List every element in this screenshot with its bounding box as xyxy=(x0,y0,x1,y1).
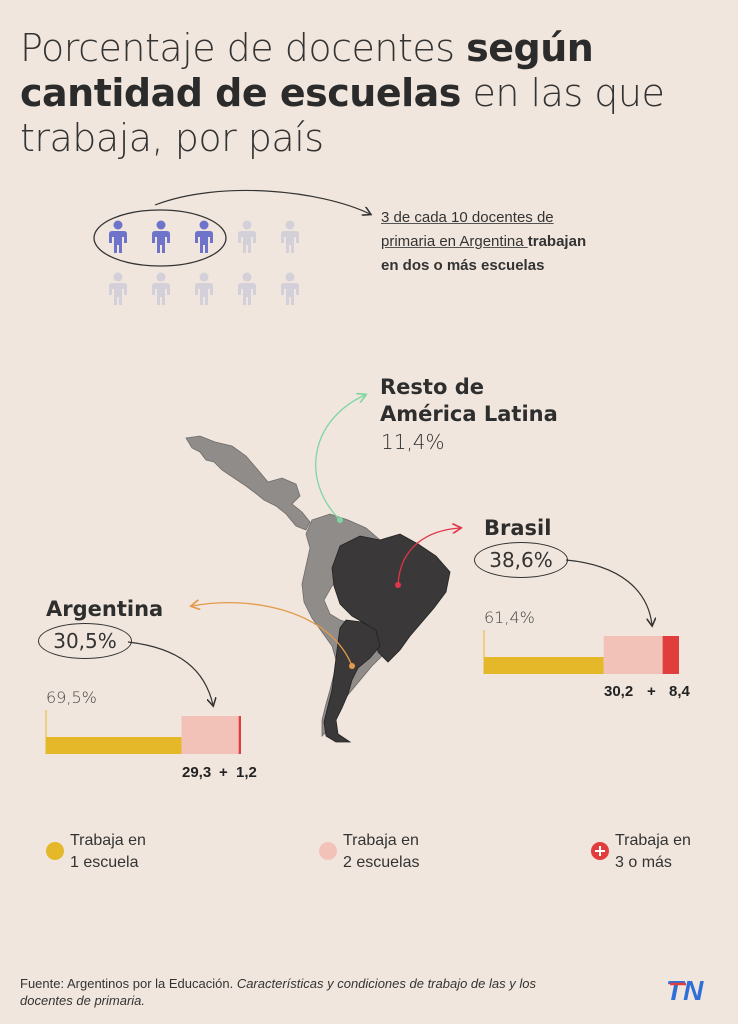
bar-one-school xyxy=(46,737,182,754)
brasil-bar-arrow xyxy=(565,559,652,625)
resto-name-line2: América Latina xyxy=(380,402,558,426)
person-icon xyxy=(281,272,299,305)
map-central-america xyxy=(185,435,311,531)
argentina-three-plus-value: 1,2 xyxy=(236,764,257,781)
person-icon xyxy=(109,272,127,305)
title-part1: Porcentaje de docentes xyxy=(20,26,467,70)
bar-three-plus xyxy=(662,636,679,674)
bar-one-school xyxy=(484,657,604,674)
person-icon xyxy=(238,272,256,305)
brasil-plus-sign: + xyxy=(647,683,656,700)
teacher-pictogram xyxy=(90,205,320,315)
argentina-value-oval: 30,5% xyxy=(38,623,132,659)
brasil-arrow xyxy=(397,528,460,586)
annotation-line1: 3 de cada 10 docentes de xyxy=(381,209,554,226)
legend-three-plus-dot xyxy=(591,842,609,860)
argentina-bar-arrow xyxy=(127,641,213,705)
source-footer: Fuente: Argentinos por la Educación. Car… xyxy=(20,975,580,1009)
legend-two-schools-line2: 2 escuelas xyxy=(343,854,420,871)
argentina-name: Argentina xyxy=(46,597,164,621)
person-icon xyxy=(152,220,170,253)
source-italic: Características y condiciones de trabajo… xyxy=(20,976,536,1008)
brasil-two-schools-value: 30,2 xyxy=(604,683,634,700)
person-icon xyxy=(238,220,256,253)
legend-one-school-line2: 1 escuela xyxy=(70,854,139,871)
brasil-stacked-bar xyxy=(483,630,679,674)
legend-one-school-dot xyxy=(46,842,64,860)
legend-three-plus-line2: 3 o más xyxy=(615,854,672,871)
pictogram-svg xyxy=(93,209,299,305)
resto-name: Resto de América Latina xyxy=(380,374,558,428)
brasil-one-school-label: 61,4% xyxy=(484,608,535,627)
highlight-ellipse xyxy=(93,209,227,267)
chart-title: Porcentaje de docentes según cantidad de… xyxy=(20,26,720,161)
brasil-name: Brasil xyxy=(484,516,552,540)
map-brasil xyxy=(331,533,451,663)
legend-two-schools-line1: Trabaja en xyxy=(343,832,419,849)
logo-text: TN xyxy=(666,975,704,1005)
brasil-three-plus-value: 8,4 xyxy=(669,683,690,700)
person-icon xyxy=(109,220,127,253)
title-bold: según cantidad de escuelas xyxy=(20,26,594,115)
person-icon xyxy=(195,220,213,253)
bar-two-schools xyxy=(181,716,239,754)
legend-two-schools-dot xyxy=(319,842,337,860)
source-text: Fuente: Argentinos por la Educación. xyxy=(20,976,237,991)
person-icon xyxy=(281,220,299,253)
plus-icon xyxy=(595,846,605,856)
resto-arrow xyxy=(315,395,365,521)
annotation-line2: primaria en Argentina xyxy=(381,233,528,250)
bar-two-schools xyxy=(603,636,663,674)
annotation-text: 3 de cada 10 docentes de primaria en Arg… xyxy=(381,206,586,278)
legend-one-school-line1: Trabaja en xyxy=(70,832,146,849)
argentina-one-school-label: 69,5% xyxy=(46,688,97,707)
map-argentina xyxy=(323,619,381,743)
brasil-value-oval: 38,6% xyxy=(474,542,568,578)
person-icon xyxy=(152,272,170,305)
argentina-arrow xyxy=(192,603,353,667)
argentina-plus-sign: + xyxy=(219,764,228,781)
resto-value: 11,4% xyxy=(381,430,445,454)
argentina-stacked-bar xyxy=(45,710,241,754)
annotation-arrow xyxy=(154,189,370,214)
annotation-line2-bold: trabajan xyxy=(527,233,587,250)
person-icon xyxy=(195,272,213,305)
tn-logo: TN xyxy=(666,975,704,1005)
resto-name-line1: Resto de xyxy=(380,375,484,399)
annotation-line3-bold: en dos o más escuelas xyxy=(381,257,545,274)
argentina-two-schools-value: 29,3 xyxy=(182,764,212,781)
bar-three-plus xyxy=(238,716,241,754)
title-part2: en las que trabaja, por país xyxy=(20,71,665,160)
legend-three-plus-line1: Trabaja en xyxy=(615,832,691,849)
